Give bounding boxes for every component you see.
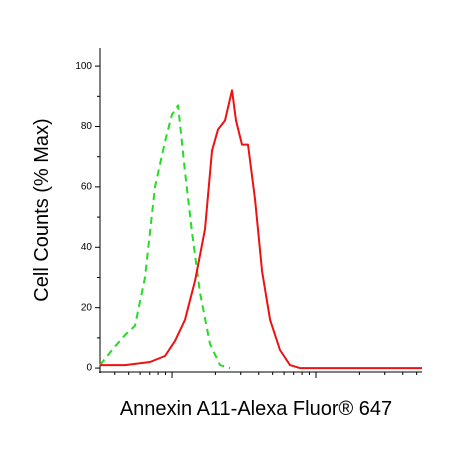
- y-tick-label: 100: [75, 61, 92, 72]
- x-axis-label: Annexin A11-Alexa Fluor® 647: [120, 398, 392, 420]
- y-tick-label: 20: [81, 302, 93, 313]
- y-tick-label: 0: [86, 363, 92, 374]
- y-tick-label: 40: [81, 242, 93, 253]
- y-axis-label: Cell Counts (% Max): [31, 118, 53, 301]
- series-line: [99, 104, 231, 370]
- y-tick-label: 80: [81, 121, 93, 132]
- y-tick-label: 60: [81, 182, 93, 193]
- series-line: [100, 89, 422, 370]
